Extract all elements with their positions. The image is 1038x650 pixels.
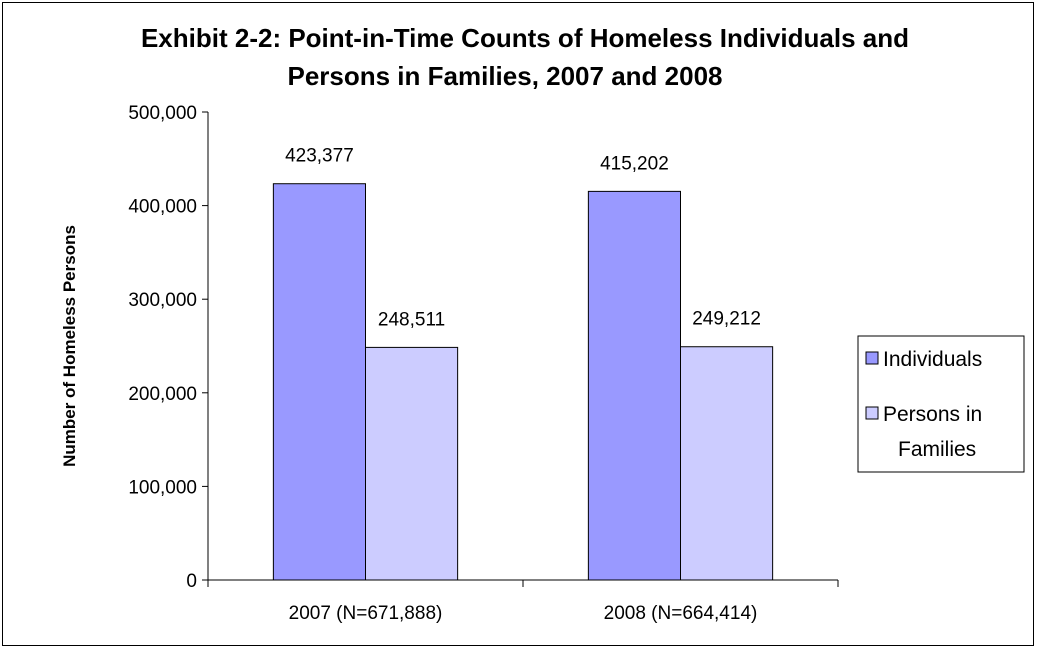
y-tick-label: 100,000 (128, 477, 197, 498)
bars (272, 183, 774, 581)
data-label: 423,377 (285, 146, 354, 167)
x-category-label: 2007 (N=671,888) (289, 603, 443, 624)
data-label: 415,202 (600, 153, 669, 174)
legend-label-individuals: Individuals (883, 348, 982, 371)
y-axis: 0 100,000 200,000 300,000 400,000 500,000 (128, 103, 209, 592)
legend-swatch-persons-in-families (865, 406, 879, 420)
chart-title-line-1: Exhibit 2-2: Point-in-Time Counts of Hom… (141, 23, 909, 53)
data-label: 249,212 (692, 309, 761, 330)
legend-swatch-individuals (865, 351, 879, 365)
y-tick-label: 200,000 (128, 384, 197, 405)
chart-title-line-2: Persons in Families, 2007 and 2008 (287, 61, 722, 91)
legend-box (857, 335, 1025, 473)
y-tick-label: 400,000 (128, 197, 197, 218)
bar-persons-in-families-1 (365, 346, 459, 581)
data-labels: 423,377 248,511 415,202 249,212 (285, 146, 761, 331)
y-tick-label: 300,000 (128, 290, 197, 311)
y-tick-label: 500,000 (128, 103, 197, 124)
bar-individuals-1 (272, 183, 366, 581)
y-tick-label: 0 (186, 571, 197, 592)
bar-persons-in-families-2 (680, 346, 774, 581)
data-label: 248,511 (378, 309, 445, 330)
legend-label-persons-in-families-line-2: Families (898, 438, 976, 461)
legend-label-persons-in-families-line-1: Persons in (883, 403, 982, 426)
y-axis-label: Number of Homeless Persons (60, 225, 79, 467)
x-category-label: 2008 (N=664,414) (604, 603, 758, 624)
bar-individuals-2 (587, 190, 681, 581)
x-axis: 2007 (N=671,888) 2008 (N=664,414) (207, 579, 839, 624)
legend: Individuals Persons in Families (857, 335, 1025, 473)
